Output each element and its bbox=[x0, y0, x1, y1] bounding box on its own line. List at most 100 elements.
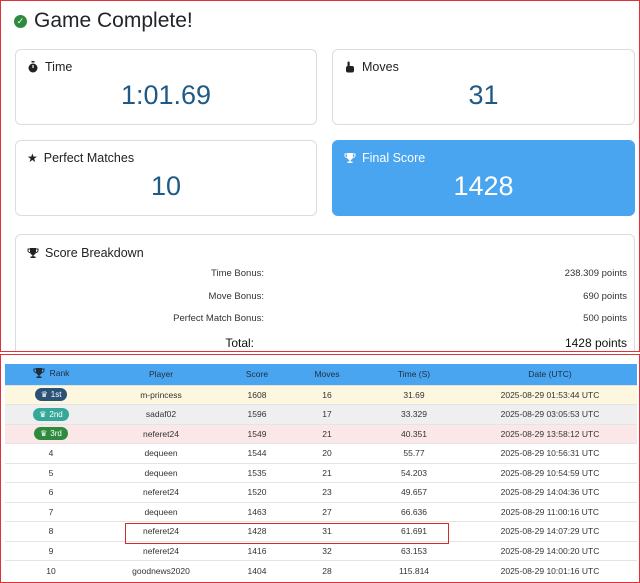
hand-pointer-icon bbox=[346, 61, 354, 73]
date-cell: 2025-08-29 14:04:36 UTC bbox=[463, 482, 637, 502]
rank-text: 2nd bbox=[49, 409, 63, 419]
player-cell: neferet24 bbox=[97, 540, 225, 561]
score-cell: 1535 bbox=[225, 462, 289, 483]
rank-column-header[interactable]: Rank bbox=[5, 364, 97, 385]
time-card-header: Time bbox=[27, 60, 72, 74]
moves-cell: 16 bbox=[289, 384, 365, 405]
rank-header-label: Rank bbox=[49, 368, 70, 379]
rank-cell: 6 bbox=[5, 482, 97, 502]
score-cell: 1463 bbox=[225, 501, 289, 522]
rank-cell: 7 bbox=[5, 501, 97, 522]
moves-cell: 20 bbox=[289, 443, 365, 463]
total-label: Total: bbox=[225, 336, 254, 350]
date-column-header[interactable]: Date (UTC) bbox=[463, 364, 637, 385]
leaderboard-row: ♛ 2nd sadaf02 1596 17 33.329 2025-08-29 0… bbox=[5, 404, 637, 424]
title-row: ✓ Game Complete! bbox=[14, 9, 193, 33]
leaderboard-row: 9 neferet24 1416 32 63.153 2025-08-29 14… bbox=[5, 540, 637, 561]
leaderboard-table: Rank Player Score Moves Time (S) Date (U… bbox=[5, 364, 637, 580]
player-column-header[interactable]: Player bbox=[97, 364, 225, 385]
time-label: Time bbox=[45, 60, 73, 74]
stopwatch-icon bbox=[28, 61, 38, 73]
moves-cell: 32 bbox=[289, 540, 365, 561]
leaderboard-panel: Rank Player Score Moves Time (S) Date (U… bbox=[0, 354, 640, 583]
trophy-icon bbox=[344, 153, 356, 163]
moves-cell: 27 bbox=[289, 501, 365, 522]
rank-text: 1st bbox=[50, 390, 62, 400]
player-cell: dequeen bbox=[97, 443, 225, 463]
final-score-label: Final Score bbox=[362, 151, 426, 165]
player-cell: dequeen bbox=[97, 462, 225, 483]
leaderboard-row: ♛ 3rd neferet24 1549 21 40.351 2025-08-29… bbox=[5, 423, 637, 444]
leaderboard-row: 7 dequeen 1463 27 66.636 2025-08-29 11:0… bbox=[5, 501, 637, 522]
date-cell: 2025-08-29 13:58:12 UTC bbox=[463, 423, 637, 444]
date-cell: 2025-08-29 14:07:29 UTC bbox=[463, 521, 637, 541]
moves-cell: 21 bbox=[289, 462, 365, 483]
leaderboard-row-current: 8 neferet24 1428 31 61.691 2025-08-29 14… bbox=[5, 521, 637, 541]
time-cell: 49.657 bbox=[365, 482, 463, 502]
time-bonus-label: Time Bonus: bbox=[211, 268, 264, 279]
moves-cell: 21 bbox=[289, 423, 365, 444]
score-breakdown-header: Score Breakdown bbox=[27, 246, 144, 260]
final-score-card: Final Score 1428 bbox=[332, 140, 635, 216]
rank-cell: ♛ 1st bbox=[5, 384, 97, 405]
perfect-matches-card-header: ★ Perfect Matches bbox=[27, 151, 134, 165]
time-value: 1:01.69 bbox=[120, 80, 212, 110]
player-cell: dequeen bbox=[97, 501, 225, 522]
player-cell: neferet24 bbox=[97, 482, 225, 502]
player-cell: neferet24 bbox=[97, 423, 225, 444]
game-complete-panel: ✓ Game Complete! Time 1:01.69 Moves 31 ★… bbox=[0, 0, 640, 352]
time-cell: 66.636 bbox=[365, 501, 463, 522]
rank-cell: ♛ 2nd bbox=[5, 404, 97, 424]
score-column-header[interactable]: Score bbox=[225, 364, 289, 385]
moves-column-header[interactable]: Moves bbox=[289, 364, 365, 385]
perfect-matches-label: Perfect Matches bbox=[43, 151, 135, 165]
star-icon: ★ bbox=[27, 151, 38, 165]
trophy-icon: ♛ bbox=[40, 429, 48, 439]
date-cell: 2025-08-29 10:54:59 UTC bbox=[463, 462, 637, 483]
player-cell: neferet24 bbox=[97, 521, 225, 541]
date-cell: 2025-08-29 03:05:53 UTC bbox=[463, 404, 637, 424]
time-cell: 63.153 bbox=[365, 540, 463, 561]
perfect-matches-value: 10 bbox=[150, 171, 182, 201]
leaderboard-row: 5 dequeen 1535 21 54.203 2025-08-29 10:5… bbox=[5, 462, 637, 483]
time-cell: 33.329 bbox=[365, 404, 463, 424]
rank-badge: ♛ 1st bbox=[34, 388, 68, 402]
moves-card: Moves 31 bbox=[332, 49, 635, 125]
time-cell: 54.203 bbox=[365, 462, 463, 483]
moves-cell: 31 bbox=[289, 521, 365, 541]
time-cell: 40.351 bbox=[365, 423, 463, 444]
leaderboard-row: 6 neferet24 1520 23 49.657 2025-08-29 14… bbox=[5, 482, 637, 502]
score-cell: 1544 bbox=[225, 443, 289, 463]
date-cell: 2025-08-29 11:00:16 UTC bbox=[463, 501, 637, 522]
trophy-icon: ♛ bbox=[40, 390, 48, 400]
moves-card-header: Moves bbox=[344, 60, 399, 74]
perfect-matches-card: ★ Perfect Matches 10 bbox=[15, 140, 317, 216]
leaderboard-header-row: Rank Player Score Moves Time (S) Date (U… bbox=[5, 364, 637, 385]
rank-badge: ♛ 2nd bbox=[33, 407, 69, 421]
time-cell: 31.69 bbox=[365, 384, 463, 405]
perfect-match-bonus-value: 500 points bbox=[583, 313, 627, 324]
rank-cell: ♛ 3rd bbox=[5, 423, 97, 444]
moves-cell: 23 bbox=[289, 482, 365, 502]
rank-cell: 4 bbox=[5, 443, 97, 463]
trophy-icon: ♛ bbox=[39, 409, 47, 419]
rank-badge: ♛ 3rd bbox=[34, 427, 68, 441]
time-cell: 61.691 bbox=[365, 521, 463, 541]
score-cell: 1608 bbox=[225, 384, 289, 405]
date-cell: 2025-08-29 10:01:16 UTC bbox=[463, 560, 637, 580]
time-cell: 55.77 bbox=[365, 443, 463, 463]
time-card: Time 1:01.69 bbox=[15, 49, 317, 125]
perfect-match-bonus-label: Perfect Match Bonus: bbox=[173, 313, 264, 324]
time-cell: 115.814 bbox=[365, 560, 463, 580]
final-score-card-header: Final Score bbox=[344, 151, 425, 165]
time-column-header[interactable]: Time (S) bbox=[365, 364, 463, 385]
moves-label: Moves bbox=[362, 60, 399, 74]
rank-cell: 5 bbox=[5, 462, 97, 483]
date-cell: 2025-08-29 14:00:20 UTC bbox=[463, 540, 637, 561]
date-cell: 2025-08-29 01:53:44 UTC bbox=[463, 384, 637, 405]
rank-cell: 9 bbox=[5, 540, 97, 561]
moves-cell: 17 bbox=[289, 404, 365, 424]
move-bonus-value: 690 points bbox=[583, 291, 627, 302]
page-title: Game Complete! bbox=[34, 9, 193, 32]
score-cell: 1404 bbox=[225, 560, 289, 580]
